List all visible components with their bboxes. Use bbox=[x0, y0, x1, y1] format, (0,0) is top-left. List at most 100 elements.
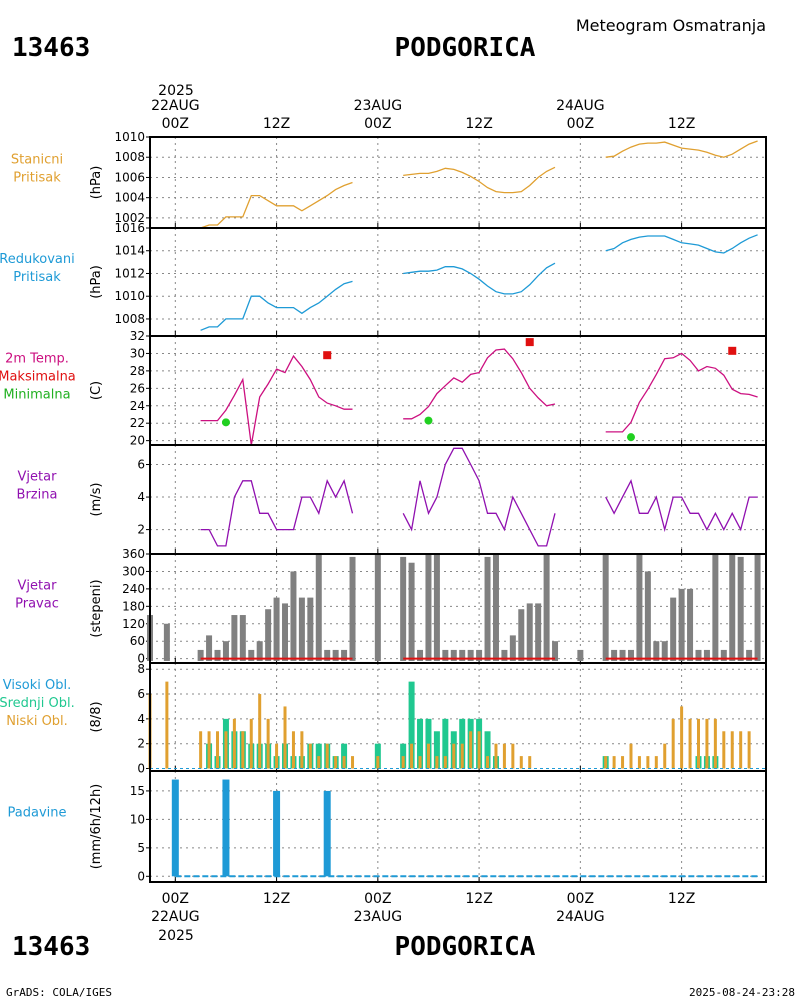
cloud-low-bar bbox=[410, 743, 414, 769]
station-id-top: 13463 bbox=[12, 33, 90, 63]
panel-label-line: Brzina bbox=[17, 488, 58, 503]
y-tick-label: 360 bbox=[122, 547, 145, 561]
bottom-time-axis: 22AUG 00Z 12Z 23AUG 00Z 12Z 24AUG 00Z 12Z bbox=[151, 891, 695, 925]
y-tick-label: 6 bbox=[137, 458, 145, 472]
panel-label-line: Redukovani bbox=[0, 252, 75, 267]
y-tick-label: 28 bbox=[130, 364, 145, 378]
panel-temperature: 20 22 24 26 28 30 32 2m Temp. Maksimalna Minimaln… bbox=[0, 329, 767, 448]
panel-clouds: 0 2 4 6 8 Visoki Obl. Srednji Obl. Niski Obl. (8… bbox=[0, 662, 767, 776]
wind-dir-bar bbox=[627, 649, 634, 661]
panel-unit-label: (8/8) bbox=[89, 701, 104, 732]
cloud-low-bar bbox=[502, 743, 506, 769]
panel-frame bbox=[149, 770, 767, 883]
panel-label-line: Niski Obl. bbox=[6, 714, 68, 729]
cloud-low-bar bbox=[258, 694, 262, 769]
wind-dir-bar bbox=[265, 609, 272, 661]
panel-unit-label: (m/s) bbox=[89, 483, 104, 517]
cloud-low-bar bbox=[224, 731, 228, 769]
wind-dir-bar bbox=[214, 649, 221, 661]
bottom-year-label: 2025 bbox=[158, 928, 194, 944]
panel-label-line: Pritisak bbox=[13, 270, 61, 285]
cloud-low-bar bbox=[401, 756, 405, 769]
cloud-mid-bar bbox=[374, 743, 381, 769]
y-tick-label: 32 bbox=[130, 329, 145, 343]
panel-wind-dir: 0 60 120 180 240 300 360 Vjetar Pravac (stepeni) bbox=[15, 547, 767, 666]
y-tick-label: 4 bbox=[137, 712, 145, 726]
bottom-date-label: 22AUG bbox=[151, 909, 200, 925]
cloud-low-bar bbox=[308, 743, 312, 769]
cloud-low-bar bbox=[671, 718, 675, 769]
wind-dir-bar bbox=[467, 649, 474, 661]
panel-label-line: Srednji Obl. bbox=[0, 696, 75, 711]
wind-dir-bar bbox=[298, 597, 305, 661]
wind-dir-bar bbox=[324, 649, 331, 661]
station-name-top: PODGORICA bbox=[395, 33, 536, 63]
credit-label: GrADS: COLA/IGES bbox=[6, 986, 112, 999]
cloud-low-bar bbox=[207, 731, 211, 769]
panel-label-line: Pravac bbox=[15, 597, 59, 612]
wind-dir-bar bbox=[501, 649, 508, 661]
wind-dir-bar bbox=[433, 554, 440, 661]
cloud-low-bar bbox=[663, 743, 667, 769]
cloud-low-bar bbox=[460, 743, 464, 769]
cloud-low-bar bbox=[165, 681, 169, 769]
wind-dir-bar bbox=[712, 554, 719, 661]
precip-bar bbox=[323, 790, 331, 877]
wind-dir-bar bbox=[163, 623, 170, 661]
generated-timestamp: 2025-08-24-23:28 bbox=[689, 986, 795, 999]
wind-dir-bar bbox=[577, 649, 584, 661]
panel-station-pressure: 1002 1004 1006 1008 1010 Stanicni Pritisak (hPa… bbox=[11, 130, 767, 229]
y-tick-label: 1002 bbox=[114, 211, 145, 225]
wind-dir-bar bbox=[341, 649, 348, 661]
cloud-low-bar bbox=[494, 743, 498, 769]
cloud-low-bar bbox=[511, 743, 515, 769]
series-line bbox=[605, 478, 758, 533]
y-tick-label: 1006 bbox=[114, 170, 145, 184]
y-tick-label: 8 bbox=[137, 662, 145, 676]
cloud-low-bar bbox=[232, 718, 236, 769]
precip-bar bbox=[222, 779, 230, 877]
y-tick-label: 20 bbox=[130, 434, 145, 448]
cloud-low-bar bbox=[291, 731, 295, 769]
wind-dir-bar bbox=[400, 556, 407, 661]
wind-dir-bar bbox=[644, 571, 651, 661]
y-tick-label: 10 bbox=[130, 812, 145, 826]
wind-dir-bar bbox=[602, 554, 609, 661]
cloud-low-bar bbox=[528, 756, 532, 769]
bottom-date-label: 24AUG bbox=[556, 909, 605, 925]
y-tick-label: 1010 bbox=[114, 130, 145, 144]
top-hour-label: 00Z bbox=[567, 116, 594, 132]
cloud-low-bar bbox=[739, 731, 743, 769]
cloud-low-bar bbox=[325, 743, 329, 769]
wind-dir-bar bbox=[332, 649, 339, 661]
cloud-low-bar bbox=[199, 731, 203, 769]
bottom-hour-label: 00Z bbox=[567, 891, 594, 907]
series-line bbox=[403, 262, 556, 295]
y-tick-label: 4 bbox=[137, 490, 145, 504]
wind-dir-bar bbox=[729, 554, 736, 661]
cloud-mid-bar bbox=[408, 681, 415, 769]
cloud-low-bar bbox=[637, 756, 641, 769]
y-tick-label: 26 bbox=[130, 381, 145, 395]
panel-frame bbox=[149, 227, 767, 337]
y-tick-label: 1010 bbox=[114, 289, 145, 303]
panel-frame bbox=[149, 136, 767, 229]
wind-dir-bar bbox=[720, 649, 727, 661]
y-tick-label: 1016 bbox=[114, 221, 145, 235]
wind-dir-bar bbox=[231, 615, 238, 661]
min-temp-point bbox=[424, 416, 433, 425]
top-time-axis: 22AUG 00Z 12Z 23AUG 00Z 12Z 24AUG 00Z 12Z bbox=[151, 98, 695, 132]
max-temp-point bbox=[323, 351, 332, 360]
series-line bbox=[605, 352, 758, 433]
wind-dir-bar bbox=[442, 649, 449, 661]
panel-label-line: Visoki Obl. bbox=[3, 678, 71, 693]
wind-dir-bar bbox=[695, 649, 702, 661]
panel-wind-speed: 2 4 6 Vjetar Brzina (m/s) bbox=[17, 444, 767, 555]
cloud-low-bar bbox=[266, 718, 270, 769]
panel-precip: 0 5 10 15 Padavine (mm/6h/12h) bbox=[8, 770, 767, 883]
cloud-mid-bar bbox=[341, 743, 348, 769]
y-tick-label: 240 bbox=[122, 582, 145, 596]
top-hour-label: 12Z bbox=[263, 116, 290, 132]
wind-dir-bar bbox=[611, 649, 618, 661]
